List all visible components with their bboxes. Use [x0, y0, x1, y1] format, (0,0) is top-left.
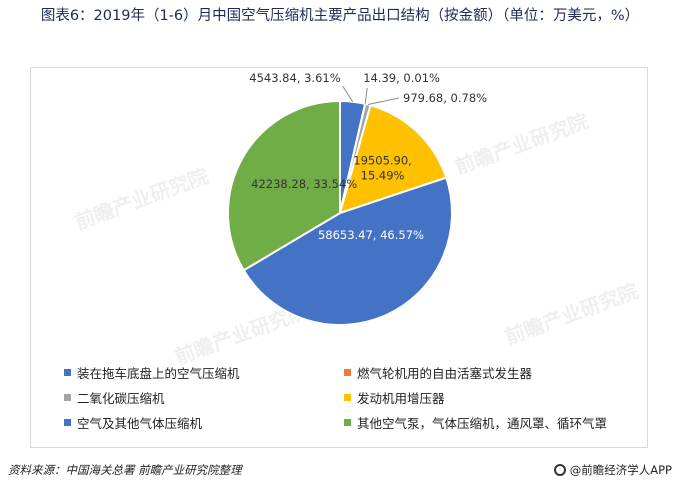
legend-swatch [344, 368, 351, 376]
data-label-3: 19505.90, 15.49% [353, 153, 412, 182]
legend: 装在拖车底盘上的空气压缩机 燃气轮机用的自由活塞式发生器 二氧化碳压缩机 发动机… [64, 363, 654, 431]
legend-label: 二氧化碳压缩机 [77, 390, 165, 406]
legend-label: 其他空气泵，气体压缩机，通风罩、循环气罩 [357, 415, 608, 431]
pie-slice-4 [242, 176, 453, 326]
legend-swatch [344, 418, 351, 426]
legend-swatch [64, 393, 71, 401]
legend-item-co2-compressor: 二氧化碳压缩机 [64, 388, 344, 406]
data-label-4: 58653.47, 46.57% [318, 228, 424, 242]
data-label-2: 979.68, 0.78% [403, 91, 487, 105]
legend-item-other-air-pump: 其他空气泵，气体压缩机，通风罩、循环气罩 [344, 413, 654, 431]
legend-swatch [344, 393, 351, 401]
pie-slice-5 [227, 99, 341, 272]
legend-item-air-gas-compressor: 空气及其他气体压缩机 [64, 413, 344, 431]
source-note: 资料来源：中国海关总署 前瞻产业研究院整理 [8, 463, 242, 477]
data-label-5: 42238.28, 33.54% [251, 177, 357, 191]
legend-swatch [64, 368, 71, 376]
legend-item-trailer-compressor: 装在拖车底盘上的空气压缩机 [64, 363, 344, 381]
data-label-1: 14.39, 0.01% [363, 71, 440, 85]
legend-label: 发动机用增压器 [357, 390, 445, 406]
legend-label: 装在拖车底盘上的空气压缩机 [77, 365, 240, 381]
legend-swatch [64, 418, 71, 426]
legend-label: 燃气轮机用的自由活塞式发生器 [357, 365, 533, 381]
legend-item-free-piston-generator: 燃气轮机用的自由活塞式发生器 [344, 363, 654, 381]
legend-item-turbocharger: 发动机用增压器 [344, 388, 654, 406]
chart-title: 图表6：2019年（1-6）月中国空气压缩机主要产品出口结构（按金额）（单位：万… [40, 8, 640, 24]
chart-area: 前瞻产业研究院 前瞻产业研究院 前瞻产业研究院 前瞻产业研究院 4543.84,… [30, 67, 648, 448]
leader-line-0 [342, 85, 354, 102]
leader-line-1 [364, 87, 368, 104]
brand-logo-icon [553, 464, 566, 476]
brand-credit: @前瞻经济学人APP [553, 462, 672, 478]
leader-line-2 [367, 97, 400, 106]
legend-label: 空气及其他气体压缩机 [77, 415, 203, 431]
data-label-0: 4543.84, 3.61% [249, 71, 340, 85]
pie-chart: 4543.84, 3.61% 14.39, 0.01% 979.68, 0.78% 1… [227, 71, 487, 326]
brand-label: @前瞻经济学人APP [569, 463, 672, 477]
